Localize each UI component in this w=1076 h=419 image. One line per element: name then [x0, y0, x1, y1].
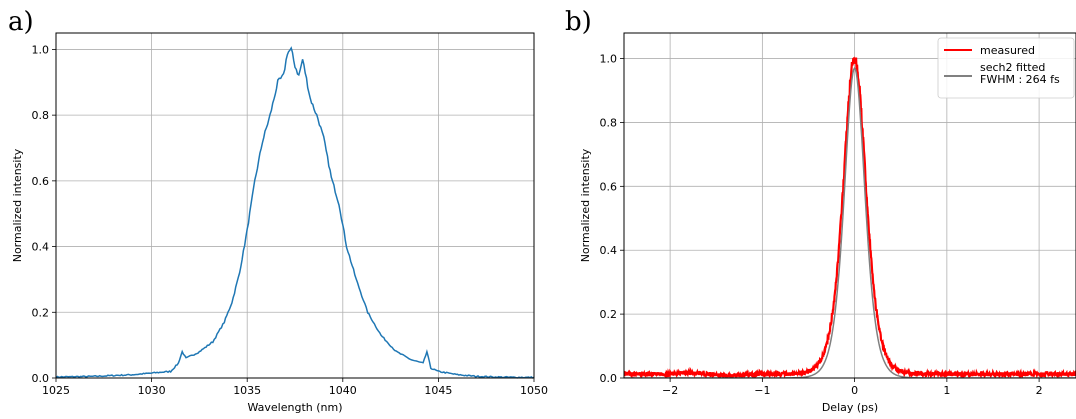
panel-b-letter: b) [565, 7, 592, 37]
measured-line [624, 56, 1076, 378]
panel-b-frame [623, 32, 1076, 379]
x-tick-label: −2 [662, 384, 678, 397]
legend-label-fitted-line: FWHM : 264 fs [980, 73, 1060, 86]
panel-a-ticks: 1025 1030 1035 1040 1045 1050 0.0 0.2 0.4 0.6 0.8 1… [32, 43, 549, 397]
y-tick-label: 1.0 [600, 53, 618, 66]
panel-b-legend: measured sech2 fitted FWHM : 264 fs [937, 37, 1075, 99]
panel-a-spectrum: a) 1025 1030 1035 1040 1045 1050 0.0 0.2 0.4 0.6 0… [8, 7, 548, 414]
panel-a-frame [55, 32, 535, 379]
x-tick-label: 1040 [329, 384, 357, 397]
x-tick-label: 1035 [233, 384, 261, 397]
sech2-fitted-line [624, 66, 1076, 378]
y-tick-label: 0.6 [32, 175, 50, 188]
y-tick-label: 0.8 [600, 116, 618, 129]
panel-a-series [55, 46, 535, 379]
y-tick-label: 1.0 [32, 43, 50, 56]
panel-a-y-axis-label: Normalized intensity [11, 148, 24, 262]
y-tick-label: 0.0 [32, 372, 50, 385]
legend-label-fitted: sech2 fitted FWHM : 264 fs [980, 61, 1060, 86]
x-tick-label: 0 [851, 384, 858, 397]
x-tick-label: 2 [1036, 384, 1043, 397]
y-tick-label: 0.4 [600, 244, 618, 257]
x-tick-label: 1045 [424, 384, 452, 397]
panel-b-x-axis-label: Delay (ps) [822, 401, 878, 414]
panel-a-x-axis-label: Wavelength (nm) [247, 401, 342, 414]
legend-box [937, 37, 1075, 99]
panel-b-y-axis-label: Normalized intensity [579, 148, 592, 262]
legend-label-fitted-line: sech2 fitted [980, 61, 1045, 74]
x-tick-label: 1050 [520, 384, 548, 397]
panel-b-series [624, 56, 1076, 378]
y-tick-label: 0.0 [600, 372, 618, 385]
x-tick-label: 1 [943, 384, 950, 397]
y-tick-label: 0.8 [32, 109, 50, 122]
x-tick-label: −1 [754, 384, 770, 397]
y-tick-label: 0.2 [600, 308, 618, 321]
legend-label-measured: measured [980, 44, 1035, 57]
panel-a-letter: a) [8, 7, 34, 37]
x-tick-label: 1030 [138, 384, 166, 397]
panel-a-grid [55, 33, 535, 379]
panel-b-autocorrelation: b) −2 −1 0 1 20.00.20.40.60.81.0 Delay (ps) … [565, 7, 1076, 414]
spectrum-line [55, 46, 535, 379]
y-tick-label: 0.4 [32, 241, 50, 254]
y-tick-label: 0.6 [600, 180, 618, 193]
x-tick-label: 1025 [42, 384, 70, 397]
panel-b-ticks: −2 −1 0 1 2 0.0 0.2 0.4 0.6 0.8 1.0 [600, 53, 1043, 397]
y-tick-label: 0.2 [32, 306, 50, 319]
